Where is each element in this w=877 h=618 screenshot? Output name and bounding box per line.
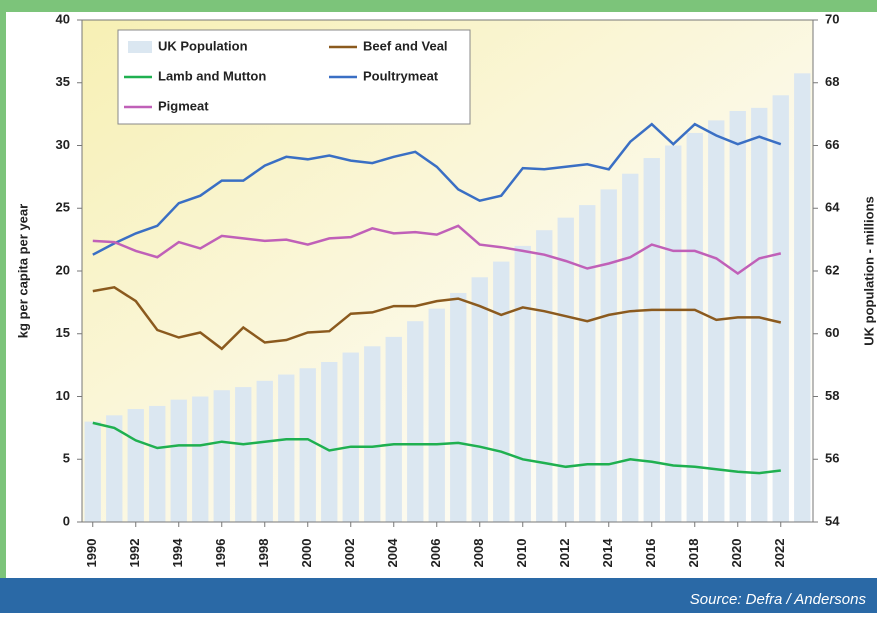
population-bar bbox=[256, 380, 273, 522]
y2-tick-label: 54 bbox=[825, 513, 840, 528]
population-bar bbox=[579, 205, 596, 523]
x-tick-label: 2014 bbox=[600, 538, 615, 568]
population-bar bbox=[192, 396, 209, 522]
left-band bbox=[0, 0, 6, 578]
y-tick-label: 35 bbox=[56, 74, 70, 89]
x-tick-label: 2020 bbox=[729, 539, 744, 568]
x-tick-label: 1990 bbox=[84, 539, 99, 568]
plot-frame bbox=[81, 19, 814, 523]
population-bar bbox=[213, 390, 230, 522]
series-line bbox=[92, 285, 782, 351]
y2-tick-label: 60 bbox=[825, 325, 839, 340]
legend-label: Lamb and Mutton bbox=[158, 68, 266, 83]
population-bar bbox=[106, 415, 123, 522]
population-bar bbox=[321, 361, 338, 522]
population-bar bbox=[428, 308, 445, 522]
y2-axis-title: UK population - millions bbox=[861, 196, 876, 346]
top-band bbox=[0, 0, 877, 12]
population-bar bbox=[407, 321, 424, 522]
population-bar bbox=[751, 107, 768, 522]
series-line bbox=[92, 122, 782, 256]
x-tick-label: 1994 bbox=[170, 538, 185, 568]
legend-label: Pigmeat bbox=[158, 98, 209, 113]
y2-tick-label: 62 bbox=[825, 262, 839, 277]
y-tick-label: 15 bbox=[56, 325, 70, 340]
population-bar bbox=[84, 421, 101, 522]
footer bbox=[0, 578, 877, 613]
population-bar bbox=[643, 158, 660, 523]
y-axis-title: kg per capita per year bbox=[15, 204, 30, 338]
y2-tick-label: 70 bbox=[825, 11, 839, 26]
population-bar bbox=[471, 277, 488, 522]
population-bar bbox=[708, 120, 725, 523]
y2-tick-label: 56 bbox=[825, 451, 839, 466]
population-bar bbox=[235, 387, 252, 522]
population-bar bbox=[622, 173, 639, 523]
population-bar bbox=[278, 374, 295, 522]
legend-label: Poultrymeat bbox=[363, 68, 439, 83]
population-bar bbox=[127, 409, 144, 522]
population-bar bbox=[364, 346, 381, 522]
population-bar bbox=[794, 73, 811, 523]
population-bar bbox=[557, 217, 574, 522]
x-tick-label: 1996 bbox=[213, 539, 228, 568]
x-tick-label: 2010 bbox=[514, 539, 529, 568]
y-tick-label: 20 bbox=[56, 262, 70, 277]
y2-tick-label: 58 bbox=[825, 388, 839, 403]
x-tick-label: 2012 bbox=[557, 539, 572, 568]
population-bar bbox=[342, 352, 359, 522]
x-tick-label: 1992 bbox=[127, 539, 142, 568]
x-tick-label: 2000 bbox=[299, 539, 314, 568]
population-bar bbox=[299, 368, 316, 522]
x-tick-label: 2016 bbox=[643, 539, 658, 568]
series-line bbox=[92, 224, 782, 276]
x-tick-label: 2018 bbox=[686, 539, 701, 568]
x-tick-label: 2002 bbox=[342, 539, 357, 568]
x-tick-label: 2004 bbox=[385, 538, 400, 568]
y-tick-label: 0 bbox=[63, 513, 70, 528]
population-bar bbox=[493, 261, 510, 522]
population-bar bbox=[600, 189, 617, 523]
y2-tick-label: 66 bbox=[825, 137, 839, 152]
legend-box bbox=[117, 29, 471, 125]
population-bar bbox=[772, 95, 789, 523]
y2-tick-label: 64 bbox=[825, 200, 840, 215]
x-tick-label: 2006 bbox=[428, 539, 443, 568]
y2-tick-label: 68 bbox=[825, 74, 839, 89]
y-tick-label: 5 bbox=[63, 451, 70, 466]
x-tick-label: 1998 bbox=[256, 539, 271, 568]
population-bar bbox=[514, 245, 531, 522]
population-bar bbox=[149, 405, 166, 522]
y-tick-label: 40 bbox=[56, 11, 70, 26]
series-line bbox=[92, 421, 781, 475]
y-tick-label: 25 bbox=[56, 200, 70, 215]
legend-label: Beef and Veal bbox=[363, 38, 448, 53]
population-bar bbox=[385, 336, 402, 522]
x-tick-label: 2022 bbox=[772, 539, 787, 568]
y-tick-label: 10 bbox=[56, 388, 70, 403]
x-tick-label: 2008 bbox=[471, 539, 486, 568]
population-bar bbox=[665, 145, 682, 522]
legend-swatch bbox=[128, 41, 152, 53]
population-bar bbox=[450, 292, 467, 522]
population-bar bbox=[686, 132, 703, 522]
y-tick-label: 30 bbox=[56, 137, 70, 152]
population-bar bbox=[536, 230, 553, 522]
legend-label: UK Population bbox=[158, 38, 248, 53]
source: Source: Defra / Andersons bbox=[690, 591, 867, 608]
population-bar bbox=[170, 399, 187, 522]
